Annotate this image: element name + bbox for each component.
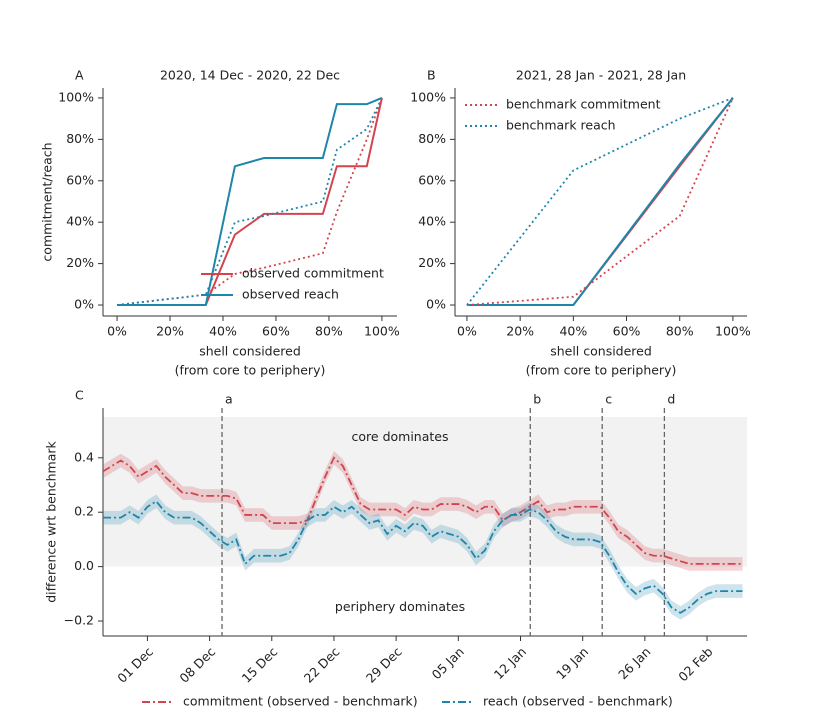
legend-label: benchmark commitment [506, 97, 661, 112]
panel-label: B [427, 68, 436, 83]
x-axis-label: shell considered [199, 344, 301, 359]
y-tick-label: 100% [58, 89, 94, 104]
y-tick-label: 80% [418, 131, 446, 146]
legend-label: reach (observed - benchmark) [483, 694, 673, 709]
y-tick-label: −0.2 [64, 613, 94, 628]
series-line [116, 97, 383, 306]
series-line [103, 500, 743, 614]
x-tick-label: 01 Dec [114, 644, 156, 686]
y-tick-label: 20% [66, 255, 94, 270]
x-tick-label: 60% [262, 324, 290, 339]
y-tick-label: 0.4 [74, 449, 94, 464]
y-tick-label: 0% [74, 297, 94, 312]
x-tick-label: 100% [715, 324, 751, 339]
y-tick-label: 0.0 [74, 558, 94, 573]
panel-label: C [75, 388, 84, 403]
x-tick-label: 80% [666, 324, 694, 339]
y-tick-label: 100% [410, 89, 446, 104]
x-tick-label: 19 Jan [553, 644, 591, 682]
y-tick-label: 40% [418, 214, 446, 229]
band [103, 450, 743, 571]
y-tick-label: 40% [66, 214, 94, 229]
y-tick-label: 0.2 [74, 504, 94, 519]
panel-title: 2021, 28 Jan - 2021, 28 Jan [516, 68, 686, 83]
x-tick-label: 20% [506, 324, 534, 339]
x-axis-label: shell considered [550, 344, 652, 359]
series-line [117, 97, 383, 307]
event-label: b [533, 392, 541, 407]
event-label: c [605, 392, 612, 407]
x-tick-label: 05 Jan [429, 644, 467, 682]
y-tick-label: 60% [418, 172, 446, 187]
x-tick-label: 12 Jan [491, 644, 529, 682]
x-tick-label: 100% [364, 324, 400, 339]
y-axis-label: difference wrt benchmark [44, 440, 59, 602]
event-label: d [667, 392, 675, 407]
annotation: periphery dominates [335, 599, 465, 614]
series-line [466, 97, 734, 306]
x-tick-label: 20% [156, 324, 184, 339]
legend-label: observed commitment [242, 266, 384, 281]
y-axis-label: commitment/reach [40, 142, 55, 261]
y-tick-label: 60% [66, 172, 94, 187]
series-line [102, 456, 743, 565]
x-tick-label: 80% [315, 324, 343, 339]
x-tick-label: 22 Dec [301, 644, 343, 686]
y-tick-label: 80% [66, 131, 94, 146]
panel-label: A [75, 68, 84, 83]
x-tick-label: 40% [559, 324, 587, 339]
series-line [116, 97, 383, 306]
x-tick-label: 60% [613, 324, 641, 339]
x-tick-label: 02 Feb [675, 644, 715, 684]
panel-title: 2020, 14 Dec - 2020, 22 Dec [160, 68, 340, 83]
y-tick-label: 0% [426, 297, 446, 312]
x-tick-label: 0% [457, 324, 477, 339]
event-label: a [225, 392, 233, 407]
x-tick-label: 15 Dec [239, 644, 281, 686]
y-tick-label: 20% [418, 255, 446, 270]
x-tick-label: 26 Jan [615, 644, 653, 682]
x-tick-label: 29 Dec [363, 644, 405, 686]
annotation: core dominates [352, 429, 449, 444]
series-line [466, 97, 734, 307]
series-line [117, 97, 383, 307]
shade-region [103, 416, 747, 567]
legend-label: commitment (observed - benchmark) [183, 694, 418, 709]
legend-label: benchmark reach [506, 118, 616, 133]
x-axis-label: (from core to periphery) [526, 363, 677, 378]
x-tick-label: 0% [107, 324, 127, 339]
x-tick-label: 08 Dec [176, 644, 218, 686]
x-axis-label: (from core to periphery) [175, 363, 326, 378]
legend-label: observed reach [242, 287, 339, 302]
x-tick-label: 40% [209, 324, 237, 339]
band [103, 494, 743, 620]
